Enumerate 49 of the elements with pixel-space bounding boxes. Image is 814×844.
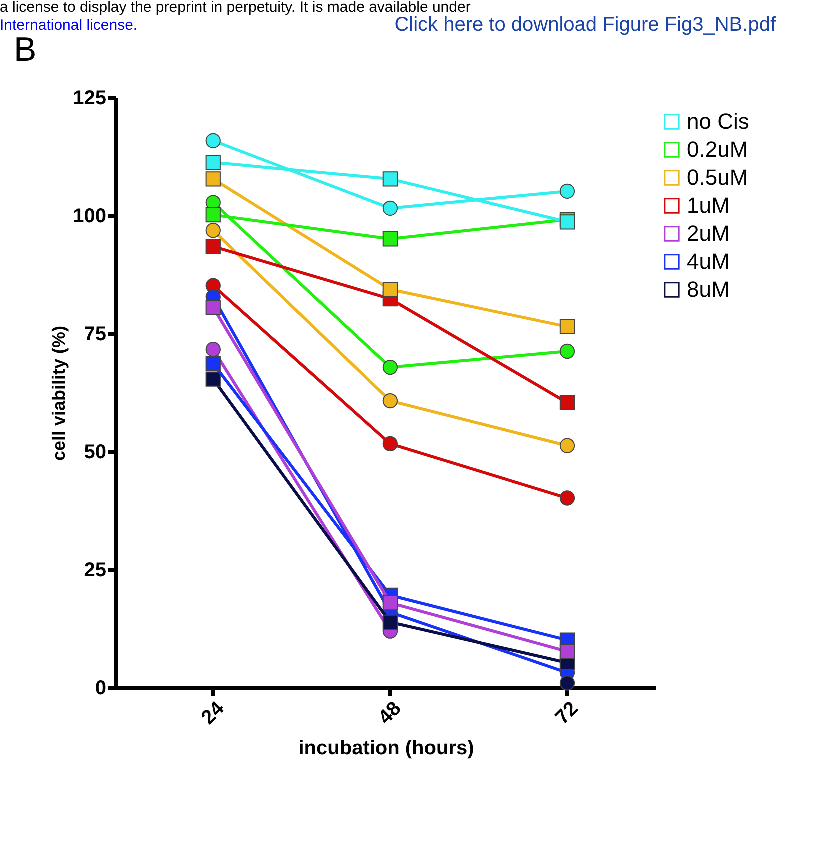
point (206, 372, 221, 387)
text: a license to display the preprint in perpetuity. It is made available under (0, 0, 471, 16)
point (206, 300, 221, 316)
point (206, 239, 221, 254)
point (206, 172, 221, 187)
x-tick-label: 48 (374, 698, 406, 730)
text: International license. (0, 17, 138, 34)
point (206, 155, 221, 170)
y-tick-label: 125 (73, 88, 106, 110)
point (382, 595, 398, 611)
y-tick-label: 25 (84, 560, 106, 582)
point (560, 319, 576, 334)
point (382, 436, 398, 452)
legend-label: 4uM (687, 249, 730, 274)
legend-label: 0.5uM (687, 165, 748, 190)
x-tick-label: 24 (197, 697, 230, 730)
point (206, 356, 221, 372)
legend-label: 1uM (687, 193, 730, 218)
point (560, 395, 576, 410)
point (382, 172, 398, 187)
legend-label: no Cis (687, 109, 750, 134)
point (382, 614, 398, 630)
y-axis-title: cell viability (%) (49, 326, 70, 462)
point (560, 184, 576, 200)
point (206, 207, 221, 223)
point (382, 393, 398, 409)
point (560, 644, 576, 660)
point (206, 223, 221, 238)
y-tick-label: 50 (84, 442, 106, 464)
x-tick-label: 72 (552, 698, 583, 730)
text: B (14, 31, 37, 69)
point (560, 490, 576, 506)
point (382, 360, 398, 376)
point (560, 676, 576, 691)
point (382, 232, 398, 247)
legend-label: 0.2uM (687, 137, 748, 162)
y-tick-label: 100 (73, 206, 106, 228)
x-axis-title: incubation (hours) (298, 737, 474, 760)
legend-label: 2uM (687, 221, 730, 246)
text: Click here to download Figure Fig3_NB.pdf (394, 14, 776, 36)
y-tick-label: 0 (95, 678, 106, 700)
point (206, 133, 221, 149)
point (560, 438, 576, 454)
y-tick-label: 75 (84, 324, 106, 346)
point (382, 282, 398, 298)
point (382, 200, 398, 216)
point (206, 342, 221, 358)
legend-label: 8uM (687, 277, 730, 302)
point (560, 344, 576, 360)
